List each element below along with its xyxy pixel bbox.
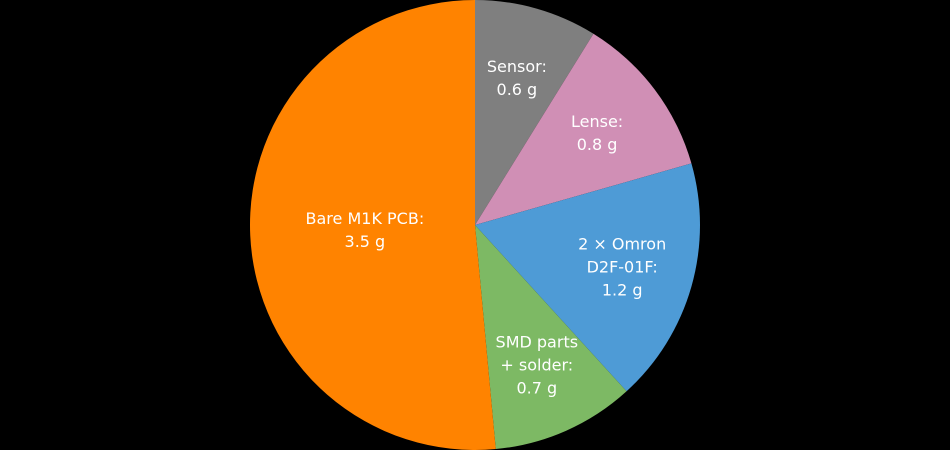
category-label: Bare M1K PCB: (305, 209, 425, 229)
value-label: 3.5 g (344, 232, 386, 252)
category-label: SMD parts + solder: (495, 332, 579, 375)
pie-slice (475, 163, 700, 392)
slice-label: Lense: 0.8 g (547, 110, 647, 156)
category-label: 2 × Omron D2F-01F: (578, 234, 667, 277)
value-label: 1.2 g (601, 280, 643, 300)
pie-slice (250, 0, 496, 450)
pie-slice (475, 225, 627, 450)
value-label: 0.7 g (516, 378, 558, 398)
value-label: 0.6 g (496, 79, 538, 99)
slice-label: Sensor: 0.6 g (467, 55, 567, 101)
pie-slice (475, 0, 594, 225)
value-label: 0.8 g (576, 134, 618, 154)
category-label: Sensor: (486, 56, 547, 76)
pie-slice (475, 33, 692, 226)
slice-label: Bare M1K PCB: 3.5 g (280, 207, 450, 253)
slice-label: 2 × Omron D2F-01F: 1.2 g (572, 232, 672, 301)
category-label: Lense: (571, 111, 624, 131)
slice-label: SMD parts + solder: 0.7 g (487, 330, 587, 399)
